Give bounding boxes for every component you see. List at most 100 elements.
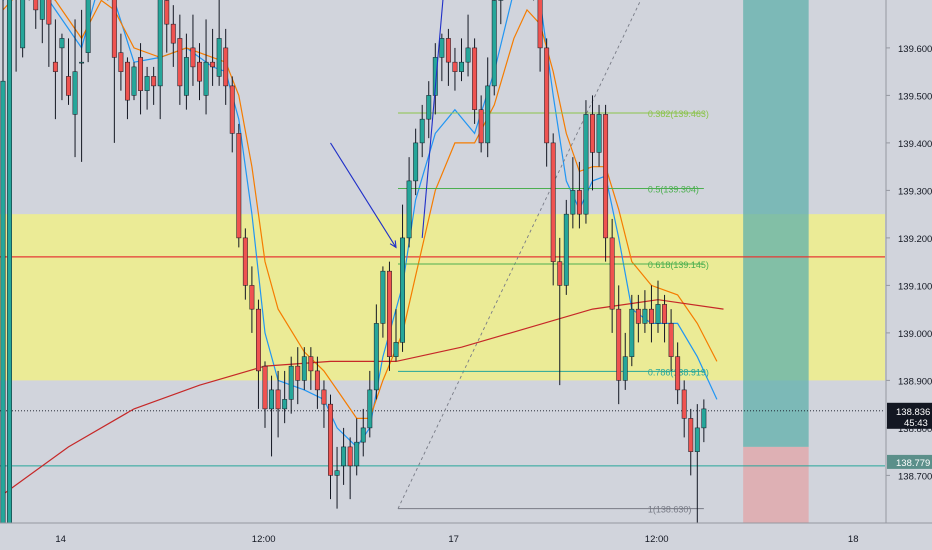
- candle-body: [662, 304, 667, 324]
- candle: [177, 14, 183, 105]
- ma-line-3: [2, 299, 724, 495]
- candle: [328, 394, 333, 500]
- candle: [190, 14, 196, 86]
- candle-body: [164, 0, 170, 25]
- candle-body: [288, 365, 294, 400]
- time-axis[interactable]: 1412:001712:001812:001912:002012:002109:…: [0, 522, 932, 550]
- candle: [236, 123, 242, 248]
- candle: [544, 38, 550, 167]
- candle: [603, 104, 609, 262]
- candle: [157, 0, 163, 120]
- candle-body: [210, 61, 216, 68]
- blue-trend-line[interactable]: [421, 0, 461, 238]
- candle: [406, 157, 412, 248]
- candle-body: [603, 114, 609, 239]
- candle-body: [432, 57, 438, 96]
- time-axis-background: [0, 523, 932, 550]
- price-tick-label: 139.400: [898, 139, 932, 150]
- candle: [72, 19, 78, 158]
- candle: [629, 294, 635, 367]
- candle: [249, 266, 255, 333]
- candle: [491, 0, 497, 96]
- candle: [33, 0, 39, 29]
- drawings[interactable]: [330, 0, 462, 249]
- price-tick-label: 139.100: [898, 281, 932, 292]
- candle: [164, 0, 170, 53]
- candle: [413, 128, 419, 196]
- candle: [46, 0, 52, 67]
- candle: [275, 370, 281, 438]
- candle-body: [138, 57, 144, 91]
- candle-body: [39, 0, 45, 20]
- loss-zone[interactable]: [743, 446, 809, 523]
- candle: [563, 199, 569, 295]
- candle: [314, 356, 320, 409]
- candle: [478, 95, 484, 153]
- candle-body: [295, 365, 301, 381]
- candle: [151, 66, 157, 105]
- candle-body: [675, 356, 681, 391]
- time-tick-label: 18: [848, 534, 859, 545]
- fib-level-label: 0.5(139.304): [648, 185, 699, 195]
- candle: [445, 28, 451, 86]
- price-axis[interactable]: 138.700 138.800 138.900 139.000 139.100 139.2…: [885, 0, 932, 550]
- candle-body: [406, 180, 412, 239]
- candle: [465, 14, 471, 77]
- candle-body: [655, 304, 661, 324]
- candle-body: [413, 142, 419, 182]
- candle-body: [256, 308, 261, 372]
- candle: [111, 0, 117, 143]
- candle-body: [550, 142, 556, 262]
- candles: [0, 0, 707, 550]
- candle: [288, 356, 294, 414]
- current-price-label: 138.836: [896, 407, 930, 418]
- candle-body: [190, 47, 196, 68]
- candle: [701, 399, 707, 443]
- candle-body: [151, 76, 157, 87]
- candle: [655, 280, 661, 333]
- candle-body: [197, 61, 202, 82]
- candle-body: [439, 38, 445, 58]
- background-layer: [0, 0, 885, 523]
- price-tick-label: 139.300: [898, 186, 932, 197]
- candle-body: [183, 57, 189, 96]
- candle-body: [426, 95, 432, 120]
- candle: [79, 9, 85, 162]
- candle: [675, 342, 681, 405]
- candle-body: [635, 308, 641, 324]
- candle-body: [459, 61, 464, 72]
- blue-arrow-line[interactable]: [330, 142, 397, 248]
- candle-body: [347, 446, 353, 467]
- blue-arrow-head: [389, 240, 397, 249]
- candle-body: [701, 408, 707, 429]
- candle: [635, 294, 641, 343]
- moving-average-layer: [2, 0, 724, 495]
- candle-body: [85, 0, 91, 53]
- candle: [426, 81, 432, 139]
- candle-body: [373, 323, 379, 391]
- profit-zone[interactable]: [743, 0, 809, 447]
- candle-body: [341, 446, 347, 467]
- level-price-badge[interactable]: [887, 454, 932, 469]
- fib-level-label: 0.618(139.145): [648, 260, 709, 270]
- candle-body: [236, 133, 242, 239]
- candle-body: [301, 356, 307, 381]
- candle: [15, 0, 17, 72]
- candle: [125, 57, 130, 120]
- candle-body: [557, 261, 563, 286]
- candle: [203, 19, 209, 115]
- candle: [0, 0, 6, 550]
- candle-body: [367, 389, 373, 429]
- current-price-badge[interactable]: [887, 402, 932, 429]
- fib-level-label: 0.382(139.463): [648, 109, 709, 119]
- candle: [380, 266, 386, 338]
- candle-body: [157, 0, 163, 87]
- candle: [452, 47, 458, 91]
- candle-body: [616, 308, 622, 381]
- candle-body: [0, 80, 6, 550]
- candle: [616, 285, 622, 405]
- price-tick-label: 139.200: [898, 234, 932, 245]
- candle-body: [275, 389, 281, 410]
- candle: [269, 375, 275, 457]
